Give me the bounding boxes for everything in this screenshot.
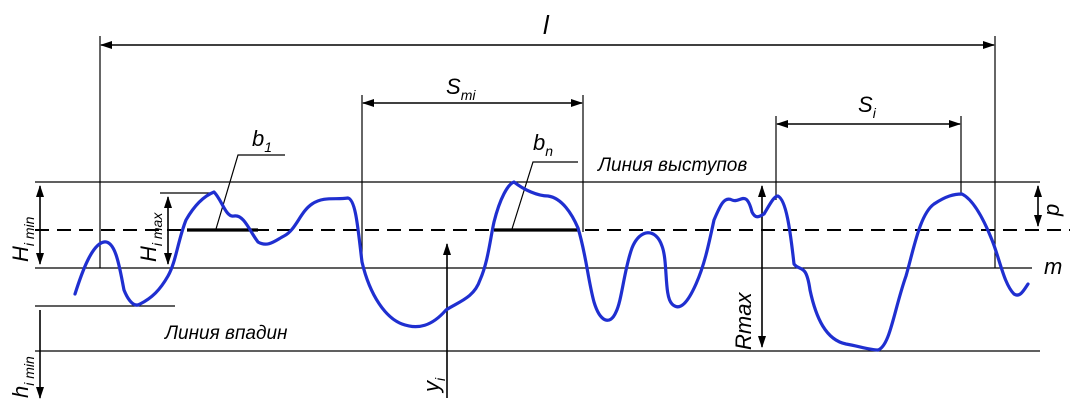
h-imin-label: Hi min xyxy=(8,216,37,262)
peak-line-label: Линия выступов xyxy=(596,155,747,176)
b1-label: b1 xyxy=(252,126,272,155)
bn-label: bn xyxy=(533,130,553,159)
bn-leader xyxy=(511,161,578,230)
rmax-label: Rmax xyxy=(731,292,756,350)
h-imax-label: Hi max xyxy=(136,212,165,262)
l-label: l xyxy=(543,10,550,40)
b1-leader xyxy=(215,154,285,230)
yi-label: yi xyxy=(419,377,448,394)
m-label: m xyxy=(1044,254,1062,279)
smi-label: Smi xyxy=(446,74,476,103)
valley-line-label: Линия впадин xyxy=(163,323,288,344)
si-label: Si xyxy=(858,92,877,121)
surface-profile-curve xyxy=(73,180,1030,352)
h-imin-lower-label: hi min xyxy=(8,356,37,398)
p-label: p xyxy=(1039,204,1064,217)
